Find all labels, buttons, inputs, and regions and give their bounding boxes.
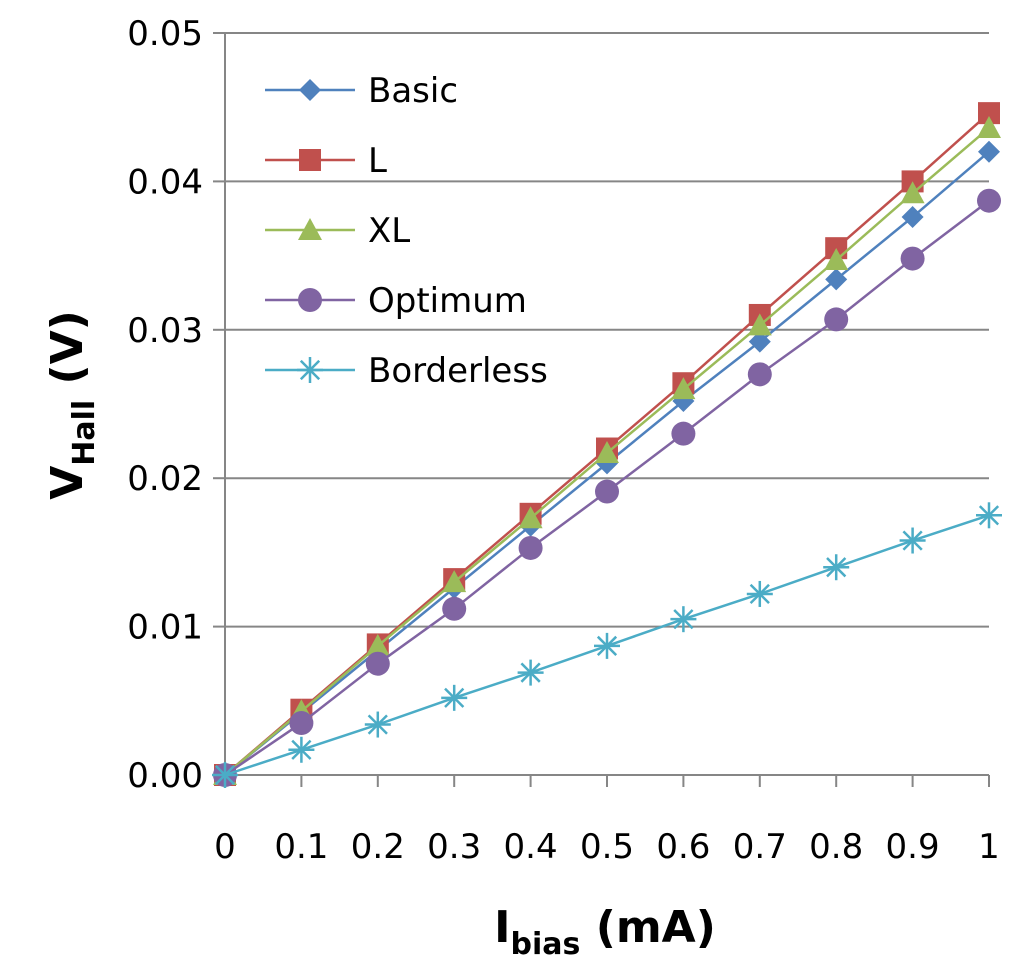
x-tick-label-9: 0.9 [886,827,940,867]
point-xl-4 [518,506,543,529]
x-axis-title: Ibias (mA) [494,902,716,962]
x-tick-labels: 0 0.1 0.2 0.3 0.4 0.5 0.6 0.7 0.8 0.9 1 [214,827,1000,867]
x-tick-label-1: 0.1 [274,827,328,867]
legend-label-optimum: Optimum [368,281,527,321]
point-optimum-1 [289,711,314,736]
gridlines [225,32,989,628]
point-xl-5 [595,440,619,463]
series-borderless [212,502,1002,788]
x-tick-label-6: 0.6 [656,827,710,867]
point-optimum-3 [442,596,467,621]
x-tick-label-0: 0 [214,827,236,867]
x-tick-label-5: 0.5 [580,827,634,867]
point-xl-3 [442,570,467,593]
point-basic-8 [825,268,848,291]
point-optimum-9 [900,246,925,271]
legend-item-borderless: Borderless [265,351,548,391]
y-tick-label-4: 0.04 [127,162,203,202]
x-tick-label-8: 0.8 [809,827,863,867]
y-tick-label-1: 0.01 [127,608,203,648]
point-optimum-10 [977,188,1001,213]
point-xl-9 [900,181,925,204]
point-xl-6 [671,377,696,400]
point-optimum-6 [671,421,696,446]
point-xl-7 [747,313,772,336]
point-optimum-4 [518,535,543,560]
x-tick-label-10: 1 [978,827,1000,867]
y-tick-label-2: 0.02 [127,459,203,499]
point-optimum-5 [595,479,619,504]
legend-marker-xl [298,218,322,240]
y-axis-title: VHall (V) [42,310,102,500]
x-tick-label-7: 0.7 [733,827,787,867]
point-borderless-2 [364,711,391,738]
y-tick-labels: 0.00 0.01 0.02 0.03 0.04 0.05 [127,14,203,796]
series-optimum [213,188,1001,787]
point-basic-7 [748,330,771,353]
point-xl-2 [365,633,390,656]
series-group [212,102,1002,788]
y-axis-title-suffix: (V) [42,310,93,400]
point-borderless-6 [670,606,697,633]
y-axis-title-main: V [42,466,93,500]
x-tick-label-4: 0.4 [504,827,558,867]
legend-item-xl: XL [265,211,410,251]
axes [213,32,990,787]
y-axis-title-sub: Hall [67,400,102,466]
series-xl [213,115,1001,785]
point-borderless-1 [288,736,315,763]
point-borderless-5 [594,632,620,659]
point-borderless-10 [976,502,1002,529]
point-borderless-7 [746,580,773,607]
series-basic [214,140,1000,786]
point-xl-10 [977,115,1001,138]
x-axis-title-main: I [494,902,510,953]
legend-label-basic: Basic [368,71,458,111]
legend-marker-basic [299,79,321,101]
legend: Basic L XL Optimum Borderless [265,71,548,391]
y-tick-label-5: 0.05 [127,14,203,54]
x-axis-title-sub: bias [511,927,581,962]
point-l-10 [978,102,1000,125]
point-basic-10 [978,140,1000,163]
y-tick-label-0: 0.00 [127,756,203,796]
point-optimum-8 [824,307,849,332]
point-borderless-0 [212,762,238,788]
point-borderless-8 [823,554,850,581]
legend-item-basic: Basic [265,71,458,111]
point-borderless-4 [517,659,544,686]
legend-marker-l [299,149,321,171]
legend-label-l: L [368,141,387,181]
x-axis-title-suffix: (mA) [580,902,715,953]
point-optimum-7 [747,362,772,387]
legend-label-xl: XL [368,211,410,251]
legend-item-l: L [265,141,387,181]
legend-marker-optimum [298,288,322,312]
point-borderless-3 [441,684,468,711]
y-tick-label-3: 0.03 [127,311,203,351]
point-borderless-9 [899,527,926,554]
point-basic-9 [901,206,924,229]
x-tick-label-3: 0.3 [427,827,481,867]
legend-item-optimum: Optimum [265,281,527,321]
point-xl-8 [824,248,849,271]
legend-label-borderless: Borderless [368,351,548,391]
legend-marker-borderless [297,357,323,383]
x-tick-label-2: 0.2 [351,827,405,867]
point-optimum-2 [365,651,390,676]
